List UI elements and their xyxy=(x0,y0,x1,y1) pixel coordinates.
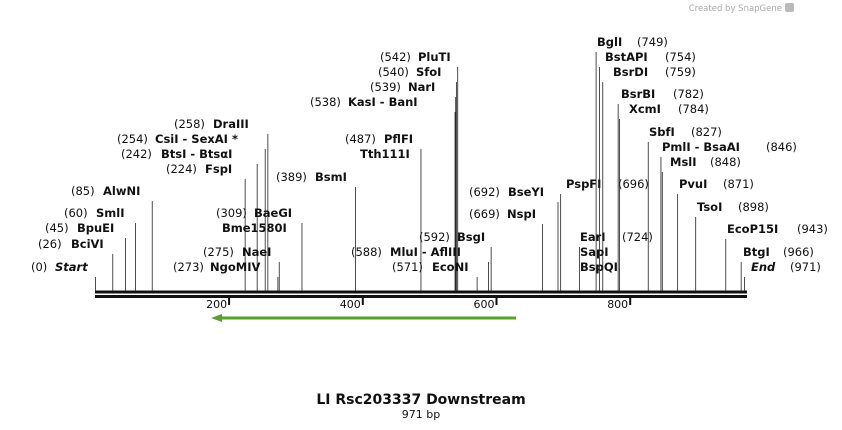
enzyme-name: MluI - AflIII xyxy=(390,245,461,259)
enzyme-name: AlwNI xyxy=(103,184,140,198)
site-position: (540) xyxy=(378,65,409,79)
enzyme-name: EcoP15I xyxy=(727,222,778,236)
site-position: (0) xyxy=(31,260,47,274)
map-title: LI Rsc203337 Downstream xyxy=(316,392,525,408)
enzyme-name: Tth111I xyxy=(360,147,410,161)
enzyme-name: NspI xyxy=(507,207,536,221)
enzyme-name: SmlI xyxy=(96,206,125,220)
enzyme-name: TsoI xyxy=(697,200,722,214)
site-position: (542) xyxy=(380,50,411,64)
enzyme-name: EarI xyxy=(580,230,606,244)
ruler-tick-label: 400 xyxy=(340,298,361,311)
feature-arrow-head xyxy=(211,314,222,322)
site-position: (60) xyxy=(64,206,88,220)
enzyme-name: DraIII xyxy=(213,117,249,131)
site-position: (275) xyxy=(203,245,234,259)
enzyme-name: PluTI xyxy=(418,50,451,64)
enzyme-name: BseYI xyxy=(508,185,544,199)
enzyme-name: PflFI xyxy=(384,132,413,146)
enzyme-name: BciVI xyxy=(71,237,104,251)
site-position: (749) xyxy=(637,35,668,49)
enzyme-name: XcmI xyxy=(629,102,661,116)
enzyme-name: NarI xyxy=(408,80,435,94)
enzyme-name: NaeI xyxy=(242,245,271,259)
enzyme-name: BsgI xyxy=(457,230,485,244)
enzyme-name: BstAPI xyxy=(605,50,648,64)
site-position: (784) xyxy=(678,102,709,116)
site-position: (571) xyxy=(392,260,423,274)
enzyme-name: MslI xyxy=(670,155,697,169)
enzyme-name: BspQI xyxy=(580,260,618,274)
enzyme-name: BaeGI xyxy=(254,206,292,220)
enzyme-name: BsrDI xyxy=(613,65,648,79)
enzyme-name: FspI xyxy=(205,162,232,176)
enzyme-name: BsrBI xyxy=(621,87,655,101)
site-position: (696) xyxy=(618,177,649,191)
site-position: (846) xyxy=(766,140,797,154)
site-position: (242) xyxy=(121,147,152,161)
map-subtitle: 971 bp xyxy=(402,408,440,421)
site-position: (588) xyxy=(351,245,382,259)
site-position: (724) xyxy=(622,230,653,244)
site-position: (592) xyxy=(419,230,450,244)
site-position: (224) xyxy=(166,162,197,176)
site-position: (754) xyxy=(665,50,696,64)
site-position: (871) xyxy=(723,177,754,191)
enzyme-name: Start xyxy=(55,260,88,274)
enzyme-name: PmlI - BsaAI xyxy=(662,140,740,154)
site-position: (538) xyxy=(310,95,341,109)
site-position: (258) xyxy=(174,117,205,131)
site-position: (782) xyxy=(673,87,704,101)
site-position: (26) xyxy=(38,237,62,251)
enzyme-name: PvuI xyxy=(679,177,707,191)
logo xyxy=(785,3,794,12)
enzyme-name: BtsI - BtsαI xyxy=(161,147,232,161)
enzyme-name: BpuEI xyxy=(77,221,114,235)
site-position: (669) xyxy=(469,207,500,221)
site-position: (848) xyxy=(710,155,741,169)
enzyme-name: KasI - BanI xyxy=(348,95,418,109)
enzyme-name: PspFI xyxy=(566,177,601,191)
site-position: (943) xyxy=(797,222,828,236)
enzyme-name: BsmI xyxy=(315,170,347,184)
site-position: (273) xyxy=(173,260,204,274)
ruler-tick-label: 800 xyxy=(607,298,628,311)
site-position: (827) xyxy=(691,125,722,139)
site-position: (45) xyxy=(45,221,69,235)
site-position: (971) xyxy=(790,260,821,274)
enzyme-name: BglI xyxy=(597,35,622,49)
ruler-tick-label: 200 xyxy=(206,298,227,311)
site-position: (966) xyxy=(783,245,814,259)
site-position: (309) xyxy=(216,206,247,220)
enzyme-name: Bme1580I xyxy=(222,221,287,235)
site-position: (539) xyxy=(370,80,401,94)
site-position: (759) xyxy=(665,65,696,79)
enzyme-name: SapI xyxy=(580,245,609,259)
enzyme-name: BtgI xyxy=(743,245,770,259)
watermark: Created by SnapGene xyxy=(689,4,782,14)
enzyme-name: SfoI xyxy=(416,65,441,79)
site-position: (692) xyxy=(469,185,500,199)
enzyme-name: End xyxy=(751,260,776,274)
enzyme-name: EcoNI xyxy=(432,260,468,274)
site-position: (487) xyxy=(345,132,376,146)
site-position: (898) xyxy=(738,200,769,214)
site-position: (254) xyxy=(117,132,148,146)
enzyme-name: SbfI xyxy=(649,125,675,139)
site-position: (389) xyxy=(276,170,307,184)
ruler-tick-label: 600 xyxy=(473,298,494,311)
enzyme-name: NgoMIV xyxy=(210,260,260,274)
enzyme-name: CsiI - SexAI * xyxy=(155,132,238,146)
site-position: (85) xyxy=(71,184,95,198)
